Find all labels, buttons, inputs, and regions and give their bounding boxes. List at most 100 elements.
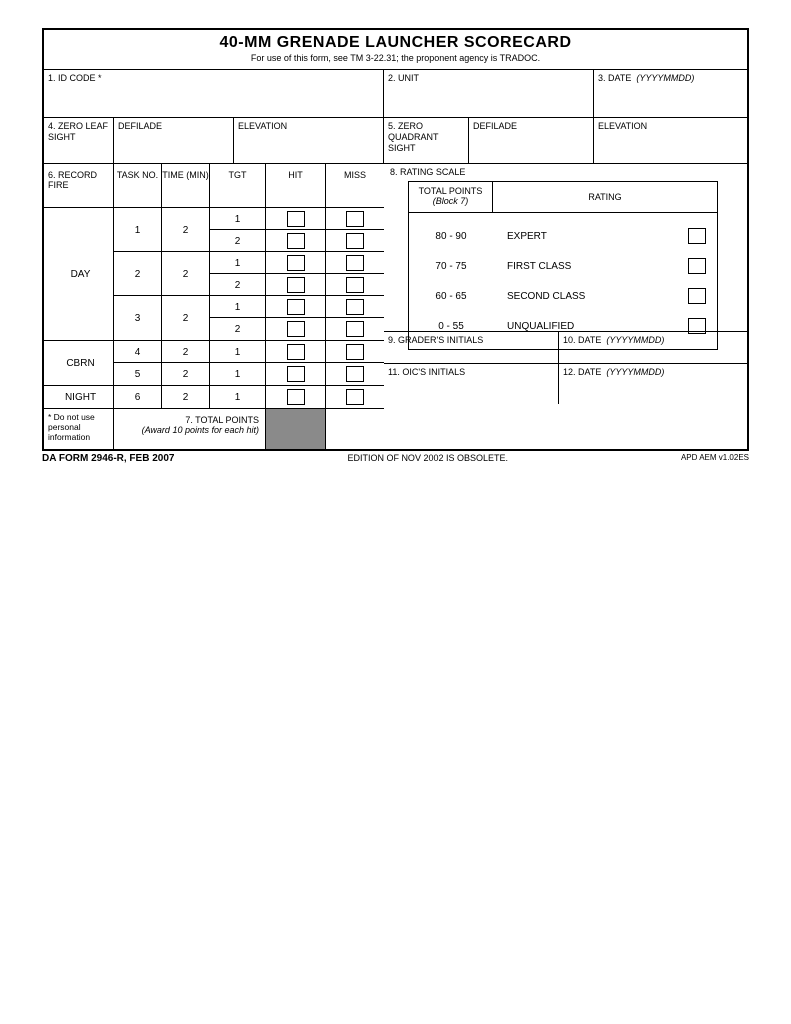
miss-checkbox[interactable] [346, 299, 364, 315]
time-min: 2 [183, 269, 189, 280]
task-no: 4 [135, 347, 141, 358]
task-no: 6 [135, 392, 141, 403]
label-defilade-1: DEFILADE [118, 121, 162, 131]
row-zero-sights: 4. ZERO LEAF SIGHT DEFILADE ELEVATION 5.… [44, 118, 747, 164]
rating-range: 0 - 55 [409, 321, 493, 332]
title-row: 40-MM GRENADE LAUNCHER SCORECARD For use… [44, 30, 747, 70]
miss-checkbox[interactable] [346, 366, 364, 382]
miss-checkbox[interactable] [346, 321, 364, 337]
tgt-val: 2 [235, 280, 241, 291]
total-points-value[interactable] [326, 409, 384, 449]
form-title: 40-MM GRENADE LAUNCHER SCORECARD [44, 34, 747, 52]
miss-checkbox[interactable] [346, 277, 364, 293]
record-fire-section: 6. RECORD FIRE TASK NO. TIME (MIN) TGT H… [44, 164, 384, 449]
label-rating-scale: 8. RATING SCALE [390, 167, 741, 177]
label-total-points-hint: (Award 10 points for each hit) [118, 425, 259, 435]
label-record-fire: 6. RECORD FIRE [48, 170, 97, 190]
col-time: TIME (MIN) [162, 170, 209, 180]
tgt-val: 1 [235, 347, 241, 358]
label-elevation-1: ELEVATION [238, 121, 287, 131]
group-label-cbrn: CBRN [66, 358, 94, 369]
rating-head-rating: RATING [493, 182, 717, 212]
task-no: 3 [135, 313, 141, 324]
rating-label: SECOND CLASS [493, 291, 677, 302]
rating-range: 70 - 75 [409, 261, 493, 272]
note-no-personal-info: * Do not use personal information [48, 412, 95, 442]
hit-checkbox[interactable] [287, 211, 305, 227]
miss-checkbox[interactable] [346, 344, 364, 360]
rating-checkbox[interactable] [688, 258, 706, 274]
time-min: 2 [183, 225, 189, 236]
label-zero-leaf: 4. ZERO LEAF SIGHT [48, 121, 108, 142]
label-oic-initials: 11. OIC'S INITIALS [388, 367, 465, 377]
task-no: 5 [135, 369, 141, 380]
hit-checkbox[interactable] [287, 366, 305, 382]
rf-group-night: NIGHT 6 2 1 [44, 386, 384, 409]
time-min: 2 [183, 392, 189, 403]
miss-checkbox[interactable] [346, 211, 364, 227]
miss-checkbox[interactable] [346, 255, 364, 271]
task-no: 1 [135, 225, 141, 236]
time-min: 2 [183, 347, 189, 358]
label-unit: 2. UNIT [388, 73, 419, 83]
rating-checkbox[interactable] [688, 288, 706, 304]
label-id-code: 1. ID CODE * [48, 73, 102, 83]
tgt-val: 2 [235, 236, 241, 247]
label-date-12: 12. DATE (YYYYMMDD) [563, 367, 664, 377]
label-grader-initials: 9. GRADER'S INITIALS [388, 335, 483, 345]
rating-box: TOTAL POINTS (Block 7) RATING 80 - 90EXP… [408, 181, 718, 350]
record-fire-header: 6. RECORD FIRE TASK NO. TIME (MIN) TGT H… [44, 164, 384, 208]
rating-scale-section: 8. RATING SCALE TOTAL POINTS (Block 7) R… [384, 164, 747, 332]
footer-form-number: DA FORM 2946-R, FEB 2007 [42, 453, 174, 464]
hit-checkbox[interactable] [287, 389, 305, 405]
col-tgt: TGT [229, 170, 247, 180]
rf-group-cbrn: CBRN 421 521 [44, 341, 384, 386]
miss-checkbox[interactable] [346, 389, 364, 405]
label-date-10: 10. DATE (YYYYMMDD) [563, 335, 664, 345]
tgt-val: 1 [235, 302, 241, 313]
rating-head-points: TOTAL POINTS [411, 186, 490, 196]
rf-group-day: DAY 1 2 1 2 [44, 208, 384, 341]
record-fire-body: DAY 1 2 1 2 [44, 208, 384, 449]
row-id-unit-date: 1. ID CODE * 2. UNIT 3. DATE (YYYYMMDD) [44, 70, 747, 118]
label-date: 3. DATE (YYYYMMDD) [598, 73, 694, 83]
shaded-cell [266, 409, 326, 449]
time-min: 2 [183, 313, 189, 324]
form-footer: DA FORM 2946-R, FEB 2007 EDITION OF NOV … [42, 453, 749, 464]
group-label-day: DAY [71, 269, 91, 280]
task-no: 2 [135, 269, 141, 280]
footer-version: APD AEM v1.02ES [681, 453, 749, 464]
label-zero-quadrant: 5. ZERO QUADRANT SIGHT [388, 121, 438, 153]
grader-row: 9. GRADER'S INITIALS 10. DATE (YYYYMMDD) [384, 332, 747, 364]
hit-checkbox[interactable] [287, 255, 305, 271]
hit-checkbox[interactable] [287, 233, 305, 249]
form-subtitle: For use of this form, see TM 3-22.31; th… [44, 53, 747, 63]
rating-head-points-sub: (Block 7) [411, 196, 490, 206]
rating-range: 60 - 65 [409, 291, 493, 302]
tgt-val: 1 [235, 258, 241, 269]
hit-checkbox[interactable] [287, 277, 305, 293]
label-elevation-2: ELEVATION [598, 121, 647, 131]
group-label-night: NIGHT [65, 392, 96, 403]
footer-edition: EDITION OF NOV 2002 IS OBSOLETE. [347, 453, 508, 464]
label-defilade-2: DEFILADE [473, 121, 517, 131]
oic-row: 11. OIC'S INITIALS 12. DATE (YYYYMMDD) [384, 364, 747, 404]
col-task: TASK NO. [117, 170, 158, 180]
total-points-row: * Do not use personal information 7. TOT… [44, 409, 384, 449]
col-miss: MISS [344, 170, 366, 180]
rating-label: EXPERT [493, 231, 677, 242]
rating-checkbox[interactable] [688, 228, 706, 244]
col-hit: HIT [288, 170, 303, 180]
rating-label: FIRST CLASS [493, 261, 677, 272]
time-min: 2 [183, 369, 189, 380]
hit-checkbox[interactable] [287, 344, 305, 360]
hit-checkbox[interactable] [287, 299, 305, 315]
label-total-points: 7. TOTAL POINTS [118, 415, 259, 425]
tgt-val: 1 [235, 214, 241, 225]
hit-checkbox[interactable] [287, 321, 305, 337]
miss-checkbox[interactable] [346, 233, 364, 249]
tgt-val: 2 [235, 324, 241, 335]
rating-range: 80 - 90 [409, 231, 493, 242]
rating-label: UNQUALIFIED [493, 321, 677, 332]
scorecard-form: 40-MM GRENADE LAUNCHER SCORECARD For use… [42, 28, 749, 451]
